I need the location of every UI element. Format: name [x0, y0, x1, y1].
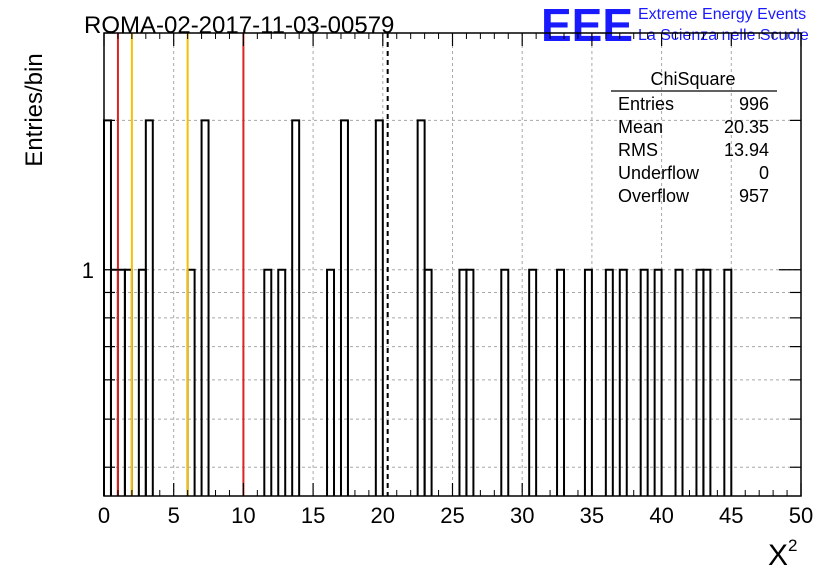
y-axis-label: Entries/bin — [21, 53, 48, 166]
x-tick-label: 40 — [649, 503, 673, 528]
histogram-bin — [604, 268, 614, 496]
stats-value: 0 — [759, 163, 769, 183]
stats-label: Overflow — [618, 186, 690, 206]
chart-title: ROMA-02-2017-11-03-00579 — [84, 12, 394, 39]
histogram-bin — [674, 268, 684, 496]
x-tick-label: 0 — [98, 503, 110, 528]
stats-value: 13.94 — [724, 140, 769, 160]
histogram-bin — [653, 268, 663, 496]
reference-lines — [116, 33, 389, 496]
stats-label: Entries — [618, 94, 674, 114]
histogram-bin — [423, 268, 433, 496]
y-tick-label: 1 — [82, 258, 94, 283]
histogram-bin — [465, 268, 475, 496]
x-tick-label: 20 — [371, 503, 395, 528]
axes: 0 5 10 15 20 25 30 35 40 45 50 1 — [82, 32, 813, 528]
x-tick-label: 15 — [301, 503, 325, 528]
x-axis-label: X2 — [768, 536, 797, 572]
histogram-bin — [374, 119, 384, 496]
histogram-bin — [583, 268, 593, 496]
histogram-bin — [702, 268, 712, 496]
histogram-bin — [200, 119, 210, 496]
x-axis-label-superscript: 2 — [788, 536, 797, 555]
eee-logo-mark: EEE — [541, 0, 633, 51]
x-tick-label: 30 — [510, 503, 534, 528]
logo-line-2: La Scienza nelle Scuole — [638, 27, 809, 44]
stats-title: ChiSquare — [650, 69, 735, 89]
logo-line-1: Extreme Energy Events — [638, 6, 806, 23]
histogram-bin — [639, 268, 649, 496]
histogram-bin — [263, 268, 273, 496]
histogram-bin — [500, 268, 510, 496]
histogram-bin — [144, 119, 154, 496]
histogram-bin — [556, 268, 566, 496]
x-tick-label: 10 — [231, 503, 255, 528]
x-tick-label: 45 — [719, 503, 743, 528]
stats-label: Underflow — [618, 163, 700, 183]
stats-label: Mean — [618, 117, 663, 137]
histogram-bin — [618, 268, 628, 496]
x-tick-label: 50 — [789, 503, 813, 528]
histogram-bin — [326, 268, 336, 496]
stats-rows: Entries 996 Mean 20.35 RMS 13.94 Underflow 0 Ove… — [618, 94, 769, 206]
histogram-bin — [291, 119, 301, 496]
histogram-bin — [723, 268, 733, 496]
stats-value: 996 — [739, 94, 769, 114]
x-tick-label: 5 — [168, 503, 180, 528]
stats-value: 957 — [739, 186, 769, 206]
x-tick-label: 35 — [580, 503, 604, 528]
histogram-bin — [277, 268, 287, 496]
histogram-bin — [528, 268, 538, 496]
x-axis-label-base: X — [768, 539, 788, 572]
x-tick-label: 25 — [440, 503, 464, 528]
stats-box: ChiSquare Entries 996 Mean 20.35 RMS 13.94 Und… — [611, 69, 777, 206]
plot-frame — [103, 32, 802, 497]
histogram-bin — [339, 119, 349, 496]
stats-value: 20.35 — [724, 117, 769, 137]
stats-label: RMS — [618, 140, 658, 160]
eee-logo: EEE Extreme Energy Events La Scienza nel… — [541, 0, 809, 51]
